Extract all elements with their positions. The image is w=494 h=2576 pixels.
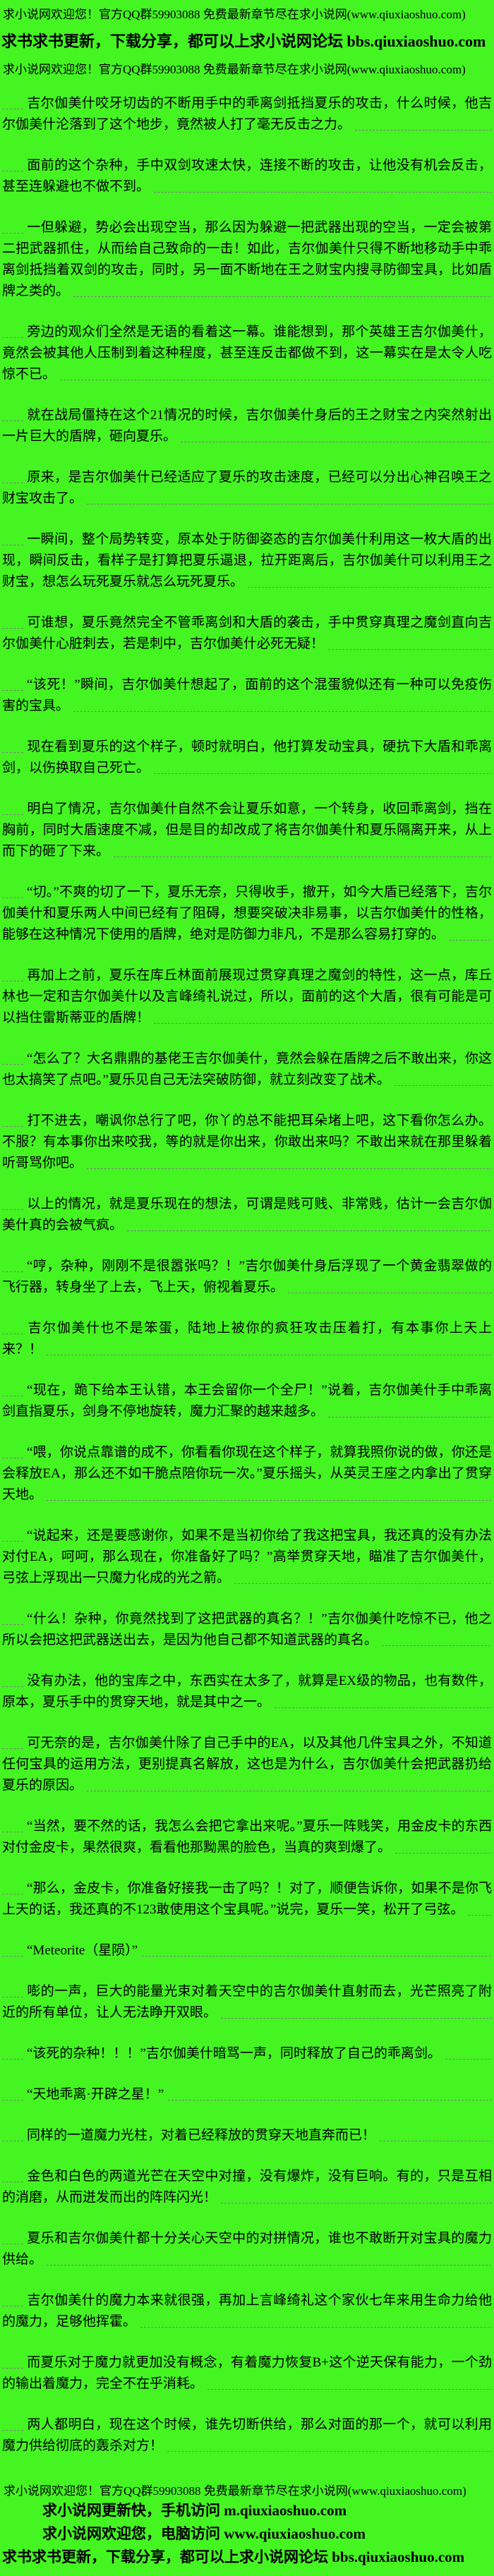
novel-paragraph: 再加上之前，夏乐在库丘林面前展现过贯穿真理之魔剑的特性，这一点，库丘林也一定和吉… [2,965,492,1029]
site-mobile-url-line: 求小说网更新快，手机访问 m.qiuxiaoshuo.com [42,2502,347,2519]
novel-paragraph: “天地乖离·开辟之星！” [2,2084,492,2105]
novel-paragraph: “该死！”瞬间，吉尔伽美什想起了，面前的这个混蛋貌似还有一种可以免疫伤害的宝具。 [2,675,492,717]
novel-paragraph: “什么！杂种，你竟然找到了这把武器的真名？！”吉尔伽美什吃惊不已，他之所以会把这… [2,1609,492,1651]
novel-paragraph: “切。”不爽的切了一下，夏乐无奈，只得收手，撤开，如今大盾已经落下，吉尔伽美什和… [2,882,492,945]
novel-paragraph: 夏乐和吉尔伽美什都十分关心天空中的对拼情况，谁也不敢断开对宝具的魔力供给。 [2,2228,492,2270]
novel-paragraph: “说起来，还是要感谢你，如果不是当初你给了我这把宝具，我还真的没有办法对付EA，… [2,1525,492,1589]
novel-paragraph: “喂，你说点靠谱的成不，你看看你现在这个样子，就算我照你说的做，你还是会释放EA… [2,1442,492,1506]
novel-paragraph: 吉尔伽美什也不是笨蛋，陆地上被你的疯狂攻击压着打，有本事你上天上来？！ [2,1318,492,1360]
novel-content: 吉尔伽美什咬牙切齿的不断用手中的乖离剑抵挡夏乐的攻击，什么时候，他吉尔伽美什沦落… [0,78,494,2457]
novel-paragraph: 而夏乐对于魔力就更加没有概念，有着魔力恢复B+这个逆天保有能力，一个劲的输出着魔… [2,2352,492,2395]
novel-paragraph: “现在，跪下给本王认错，本王会留你一个全尸！”说着，吉尔伽美什手中乖离剑直指夏乐… [2,1380,492,1422]
novel-paragraph: 面前的这个杂种，手中双剑攻速太快，连接不断的攻击，让他没有机会反击，甚至连躲避也… [2,155,492,198]
novel-paragraph: “Meteorite（星陨）” [2,1940,492,1961]
novel-paragraph: 旁边的观众们全然是无语的看着这一幕。谁能想到，那个英雄王吉尔伽美什，竟然会被其他… [2,322,492,385]
novel-paragraph: 打不进去，嘲讽你总行了吧，你丫的总不能把耳朵堵上吧，这下看你怎么办。不服？有本事… [2,1111,492,1174]
top-banner: 求小说网欢迎您！官方QQ群59903088 免费最新章节尽在求小说网(www.q… [0,0,494,78]
novel-paragraph: 以上的情况，就是夏乐现在的想法，可谓是贱可贱、非常贱，估计一会吉尔伽美什真的会被… [2,1194,492,1236]
novel-paragraph: 两人都明白，现在这个时候，谁先切断供给，那么对面的那一个，就可以利用魔力供给彻底… [2,2414,492,2457]
novel-paragraph: 现在看到夏乐的这个样子，顿时就明白，他打算发动宝具，硬抗下大盾和乖离剑，以伤换取… [2,737,492,779]
site-welcome-line-top-repeat: 求小说网欢迎您！官方QQ群59903088 免费最新章节尽在求小说网(www.q… [3,63,466,76]
novel-paragraph: 嘭的一声，巨大的能量光束对着天空中的吉尔伽美什直射而去，光芒照亮了附近的所有单位… [2,1981,492,2024]
novel-paragraph: 明白了情况，吉尔伽美什自然不会让夏乐如意，一个转身，收回乖离剑，挡在胸前，同时大… [2,799,492,862]
site-forum-line-bottom: 求书求书更新，下载分享，都可以上求小说网论坛 bbs.qiuxiaoshuo.c… [2,2548,465,2565]
novel-paragraph: 金色和白色的两道光芒在天空中对撞，没有爆炸，没有巨响。有的，只是互相的消磨，从而… [2,2166,492,2208]
site-forum-line-top: 求书求书更新，下载分享，都可以上求小说网论坛 bbs.qiuxiaoshuo.c… [1,32,486,50]
bottom-banner: 求小说网欢迎您！官方QQ群59903088 免费最新章节尽在求小说网(www.q… [0,2477,494,2576]
site-desktop-url-line: 求小说网欢迎您，电脑访问 www.qiuxiaoshuo.com [42,2525,366,2542]
novel-paragraph: 没有办法，他的宝库之中，东西实在太多了，就算是EX级的物品，也有数件，原本，夏乐… [2,1671,492,1713]
novel-paragraph: 原来，是吉尔伽美什已经适应了夏乐的攻击速度，已经可以分出心神召唤王之财宝攻击了。 [2,467,492,509]
novel-paragraph: 一但躲避，势必会出现空当，那么因为躲避一把武器出现的空当，一定会被第二把武器抓住… [2,217,492,302]
novel-paragraph: “该死的杂种！！！”吉尔伽美什暗骂一声，同时释放了自己的乖离剑。 [2,2043,492,2064]
novel-paragraph: “那么，金皮卡，你准备好接我一击了吗？！对了，顺便告诉你，如果不是你飞上天的话，… [2,1878,492,1921]
novel-paragraph: 吉尔伽美什的魔力本来就很强，再加上言峰绮礼这个家伙七年来用生命力给他的魔力，足够… [2,2290,492,2333]
novel-paragraph: 就在战局僵持在这个21情况的时候，吉尔伽美什身后的王之财宝之内突然射出一片巨大的… [2,405,492,447]
site-welcome-line-top: 求小说网欢迎您！官方QQ群59903088 免费最新章节尽在求小说网(www.q… [3,8,466,21]
novel-paragraph: “哼，杂种，刚刚不是很嚣张吗？！”吉尔伽美什身后浮现了一个黄金翡翠做的飞行器，转… [2,1256,492,1298]
novel-paragraph: 吉尔伽美什咬牙切齿的不断用手中的乖离剑抵挡夏乐的攻击，什么时候，他吉尔伽美什沦落… [2,93,492,135]
novel-paragraph: 同样的一道魔力光柱，对着已经释放的贯穿天地直奔而已！ [2,2125,492,2146]
site-welcome-line-bottom: 求小说网欢迎您！官方QQ群59903088 免费最新章节尽在求小说网(www.q… [4,2484,466,2498]
novel-paragraph: 一瞬间，整个局势转变，原本处于防御姿态的吉尔伽美什利用这一枚大盾的出现，瞬间反击… [2,529,492,593]
novel-paragraph: “当然，要不然的话，我怎么会把它拿出来呢。”夏乐一阵贱笑，用金皮卡的东西对付金皮… [2,1816,492,1858]
novel-paragraph: 可谁想，夏乐竟然完全不管乖离剑和大盾的袭击，手中贯穿真理之魔剑直向吉尔伽美什心脏… [2,612,492,655]
novel-paragraph: 可无奈的是，吉尔伽美什除了自己手中的EA，以及其他几件宝具之外，不知道任何宝具的… [2,1733,492,1796]
novel-paragraph: “怎么了？大名鼎鼎的基佬王吉尔伽美什，竟然会躲在盾牌之后不敢出来，你这也太搞笑了… [2,1048,492,1091]
